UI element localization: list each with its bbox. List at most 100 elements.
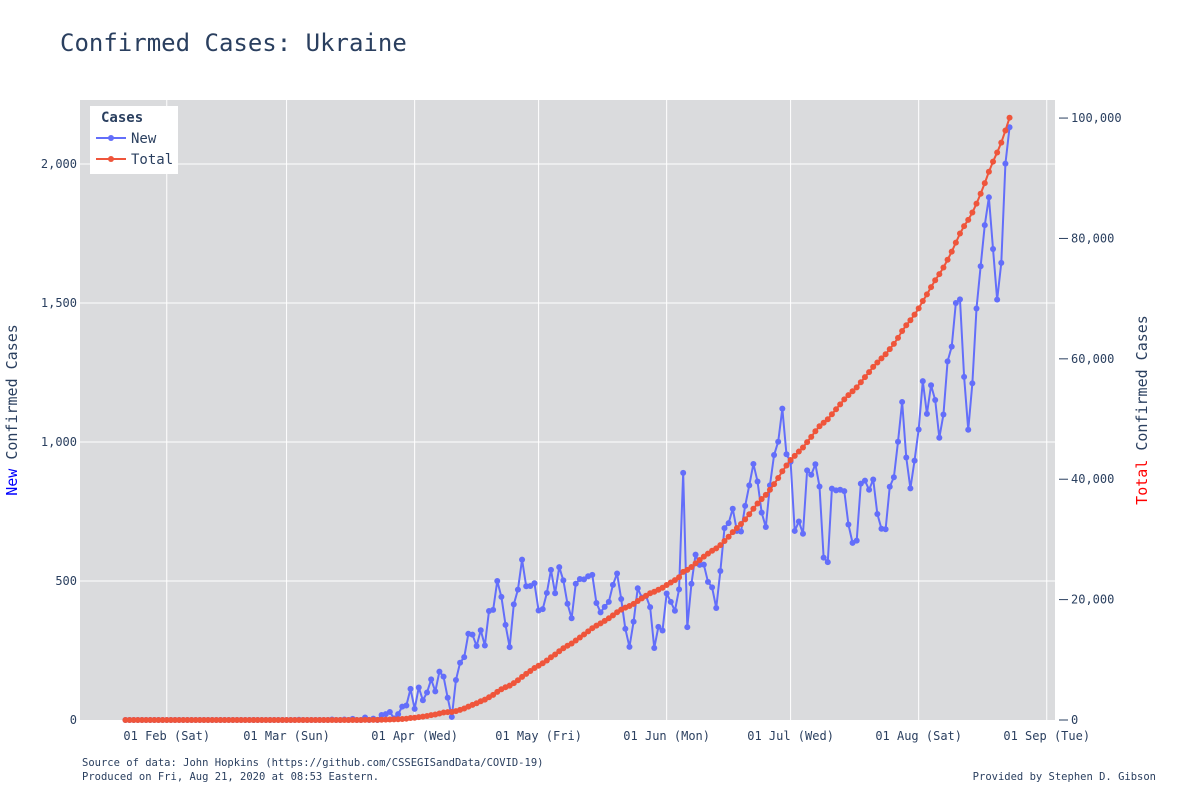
legend-item-new[interactable]: New [96,131,157,147]
data-point-total[interactable] [907,317,914,324]
data-point-new[interactable] [948,343,955,350]
data-point-total[interactable] [130,717,137,723]
data-point-new[interactable] [874,510,881,517]
data-point-total[interactable] [258,717,265,723]
data-point-total[interactable] [729,529,736,536]
data-point-new[interactable] [419,697,426,704]
data-point-total[interactable] [696,557,703,564]
data-point-new[interactable] [440,673,447,680]
data-point-new[interactable] [936,434,943,441]
data-point-total[interactable] [886,346,893,353]
data-point-total[interactable] [225,717,232,723]
data-point-total[interactable] [217,717,224,723]
data-point-new[interactable] [601,603,608,610]
data-point-total[interactable] [552,651,559,658]
data-point-new[interactable] [717,567,724,574]
data-point-new[interactable] [581,576,588,583]
data-point-new[interactable] [473,643,480,650]
data-point-total[interactable] [370,716,377,723]
data-point-total[interactable] [911,311,918,318]
data-point-new[interactable] [919,378,926,385]
data-point-new[interactable] [973,305,980,312]
data-point-total[interactable] [250,717,257,723]
data-point-total[interactable] [725,533,732,540]
data-point-total[interactable] [329,716,336,723]
data-point-new[interactable] [432,688,439,695]
data-point-new[interactable] [944,358,951,365]
data-point-total[interactable] [271,717,278,723]
data-point-total[interactable] [841,396,848,403]
data-point-total[interactable] [167,717,174,723]
data-point-total[interactable] [915,305,922,312]
data-point-new[interactable] [424,689,431,696]
data-point-total[interactable] [275,717,282,723]
data-point-total[interactable] [267,717,274,723]
data-point-new[interactable] [903,454,910,461]
data-point-new[interactable] [928,382,935,389]
data-point-new[interactable] [771,452,778,459]
data-point-total[interactable] [684,566,691,573]
data-point-new[interactable] [866,486,873,493]
data-point-total[interactable] [787,456,794,463]
data-point-total[interactable] [337,716,344,723]
data-point-total[interactable] [692,560,699,567]
data-point-new[interactable] [415,684,422,691]
data-point-new[interactable] [911,457,918,464]
data-point-total[interactable] [828,411,835,418]
data-point-new[interactable] [882,526,889,533]
data-point-total[interactable] [853,384,860,391]
data-point-new[interactable] [932,396,939,403]
data-point-total[interactable] [262,717,269,723]
data-point-total[interactable] [890,340,897,347]
data-point-total[interactable] [316,716,323,723]
data-point-new[interactable] [593,599,600,606]
data-point-new[interactable] [490,606,497,613]
data-point-total[interactable] [861,374,868,381]
data-point-new[interactable] [514,586,521,593]
data-point-new[interactable] [1002,160,1009,167]
data-point-total[interactable] [688,563,695,570]
data-point-new[interactable] [564,600,571,607]
data-point-new[interactable] [704,578,711,585]
data-point-total[interactable] [362,716,369,723]
data-point-new[interactable] [395,711,402,718]
data-point-new[interactable] [622,625,629,632]
data-point-total[interactable] [676,574,683,581]
data-point-new[interactable] [791,527,798,534]
data-point-new[interactable] [845,521,852,528]
data-point-total[interactable] [998,139,1005,146]
data-point-total[interactable] [134,717,141,723]
data-point-new[interactable] [940,411,947,418]
data-point-new[interactable] [444,694,451,701]
data-point-total[interactable] [849,388,856,395]
data-point-new[interactable] [547,566,554,573]
data-point-new[interactable] [795,518,802,525]
data-point-new[interactable] [436,668,443,675]
data-point-total[interactable] [188,717,195,723]
data-point-total[interactable] [353,716,360,723]
data-point-new[interactable] [448,713,455,720]
data-point-new[interactable] [481,642,488,649]
data-point-new[interactable] [841,488,848,495]
data-point-new[interactable] [457,659,464,666]
data-point-total[interactable] [700,553,707,560]
data-point-total[interactable] [585,628,592,635]
data-point-total[interactable] [899,327,906,334]
data-point-total[interactable] [965,216,972,223]
data-point-total[interactable] [572,637,579,644]
data-point-new[interactable] [994,296,1001,303]
data-point-total[interactable] [254,717,261,723]
data-point-total[interactable] [543,657,550,664]
data-point-total[interactable] [295,716,302,723]
data-point-total[interactable] [279,717,286,723]
data-point-total[interactable] [242,717,249,723]
data-point-new[interactable] [655,623,662,630]
data-point-total[interactable] [721,537,728,544]
data-point-new[interactable] [985,194,992,201]
data-point-new[interactable] [519,556,526,563]
data-point-total[interactable] [870,363,877,370]
data-point-total[interactable] [952,239,959,246]
data-point-new[interactable] [560,577,567,584]
data-point-new[interactable] [626,643,633,650]
data-point-total[interactable] [994,149,1001,156]
